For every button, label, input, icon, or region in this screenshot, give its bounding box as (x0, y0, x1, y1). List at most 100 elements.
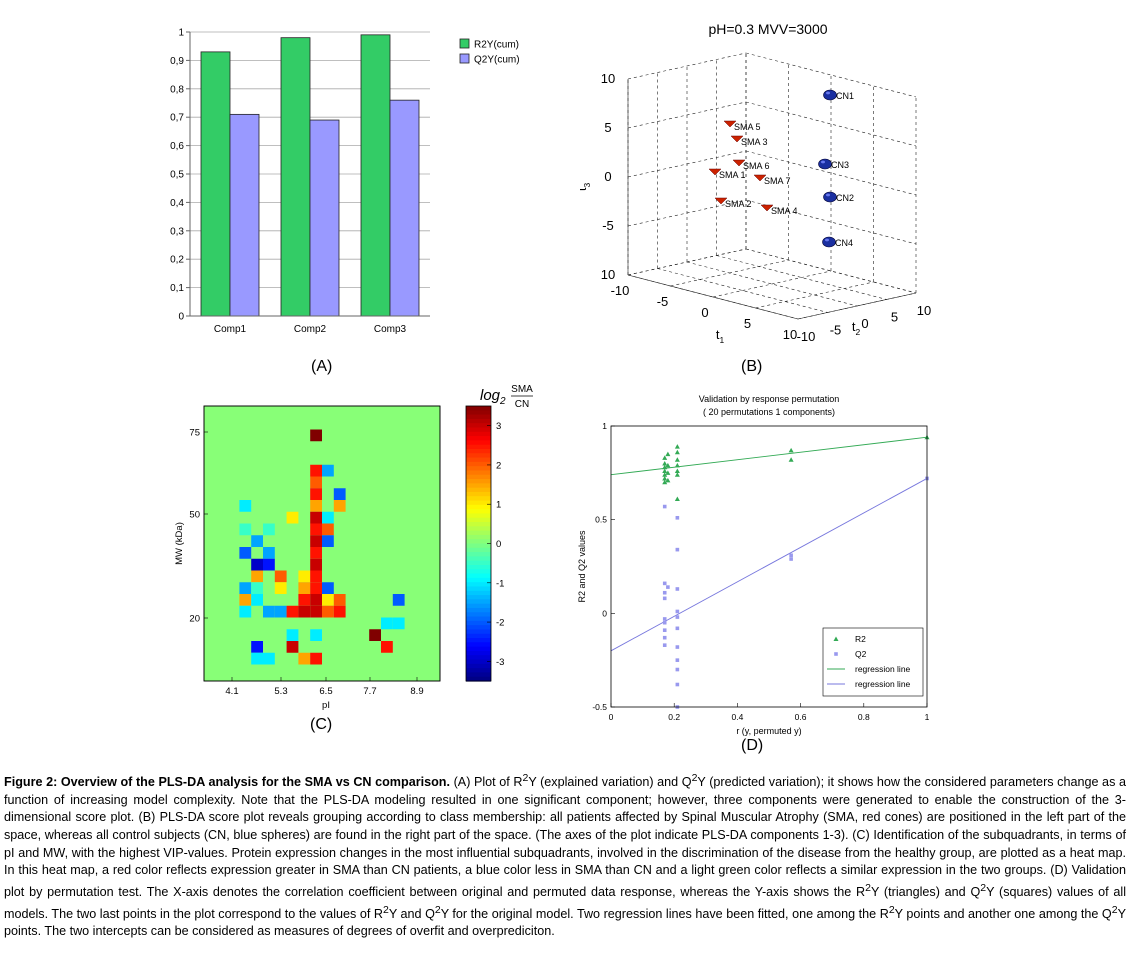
colorbar-step (466, 457, 491, 463)
heatmap-cell (381, 617, 393, 630)
colorbar-step (466, 414, 491, 420)
square-marker (662, 596, 667, 601)
z-tick-label: 10 (601, 267, 615, 282)
triangle-marker (665, 477, 671, 483)
z-tick-label: -5 (602, 218, 614, 233)
frame-line (627, 274, 799, 320)
legend-label: Q2Y(cum) (474, 55, 520, 66)
heatmap-cell (392, 617, 405, 630)
colorbar-step (466, 470, 491, 476)
y-axis-label: MW (kDa) (174, 522, 185, 565)
heatmap-cell (310, 547, 322, 559)
colorbar-step (466, 496, 491, 502)
colorbar-step (466, 646, 491, 652)
sup: 2 (980, 881, 987, 894)
heatmap-cell (369, 629, 381, 641)
point-label: SMA 7 (764, 176, 791, 186)
heatmap-cell (322, 605, 334, 618)
square-marker (675, 547, 680, 552)
heatmap-cell (310, 476, 322, 489)
x-tick-label: 5.3 (274, 686, 287, 697)
y-tick-label: 0 (178, 312, 184, 323)
heatmap-cell (274, 570, 287, 583)
figure-caption: Figure 2: Overview of the PLS-DA analysi… (4, 770, 1126, 976)
frame-line (745, 199, 917, 245)
point-label: CN3 (831, 160, 849, 170)
chart-title: pH=0.3 MVV=3000 (708, 21, 827, 37)
colorbar-step (466, 655, 491, 661)
triangle-marker (662, 455, 668, 460)
colorbar-step (466, 586, 491, 592)
y-tick-label: 0 (861, 316, 868, 331)
heatmap-frame (203, 405, 441, 682)
colorbar-step (466, 543, 491, 549)
panel-label-b: (B) (741, 358, 763, 375)
heatmap-cell (239, 500, 252, 512)
square-marker (675, 615, 680, 619)
square-marker (675, 682, 680, 687)
point-label: SMA 1 (719, 170, 746, 180)
regression-line (610, 436, 928, 476)
frame-line (627, 150, 747, 178)
colorbar-step (466, 564, 491, 570)
frame-line (627, 101, 747, 129)
square-marker (662, 643, 667, 647)
cone-marker (753, 174, 767, 182)
triangle-marker (674, 472, 680, 477)
point-label: SMA 3 (741, 137, 768, 147)
square-marker (662, 504, 667, 509)
colorbar-title: log2 (480, 387, 506, 407)
square-marker (675, 658, 680, 662)
square-marker (662, 635, 667, 640)
colorbar-tick-label: 2 (496, 460, 501, 471)
point-label: CN1 (836, 91, 854, 101)
colorbar-step (466, 629, 491, 635)
square-marker (675, 609, 680, 614)
square-marker (662, 581, 667, 586)
heatmap-cell (286, 511, 299, 524)
x-axis-label: pI (322, 700, 330, 711)
frame-line (755, 281, 874, 309)
sphere-highlight (821, 160, 825, 164)
cone-marker (732, 159, 746, 167)
colorbar-step (466, 672, 491, 678)
heatmap-cell (310, 570, 322, 583)
colorbar-step (466, 491, 491, 497)
y-tick-label: 10 (917, 303, 931, 318)
legend-box (822, 627, 924, 697)
colorbar-step (466, 418, 491, 424)
heatmap-cell (322, 535, 334, 547)
colorbar-step (466, 517, 491, 523)
colorbar-step (466, 431, 491, 437)
colorbar-step (466, 530, 491, 536)
frame-line (745, 52, 917, 98)
heatmap-cell (310, 605, 322, 618)
y-tick-label: -10 (797, 329, 816, 344)
colorbar-tick-label: 0 (496, 539, 501, 550)
heatmap-cell (381, 641, 393, 653)
heatmap-cell (239, 547, 252, 559)
heatmap-cell (263, 605, 275, 618)
square-marker (662, 628, 667, 632)
colorbar-step (466, 612, 491, 618)
heatmap-cell (310, 500, 322, 512)
x-tick-label: 6.5 (319, 686, 332, 697)
triangle-marker (662, 460, 668, 466)
cone-marker (714, 197, 728, 205)
colorbar-step (466, 569, 491, 575)
caption-text: Y (squares) values of all models. The tw… (4, 884, 1126, 921)
x-tick-label: -10 (611, 283, 630, 298)
heatmap-cell (251, 535, 263, 547)
heatmap-cell (251, 594, 263, 606)
sphere-marker (823, 89, 837, 101)
colorbar-step (466, 556, 491, 562)
square-marker (675, 515, 680, 520)
colorbar-step (466, 483, 491, 489)
cone-marker (723, 120, 737, 128)
y-tick-label: 0,5 (170, 170, 184, 181)
triangle-marker (674, 462, 680, 468)
heatmap-cell (310, 535, 322, 547)
cone-marker (730, 135, 744, 143)
heatmap-cell (322, 582, 334, 594)
sphere-marker (818, 158, 832, 170)
